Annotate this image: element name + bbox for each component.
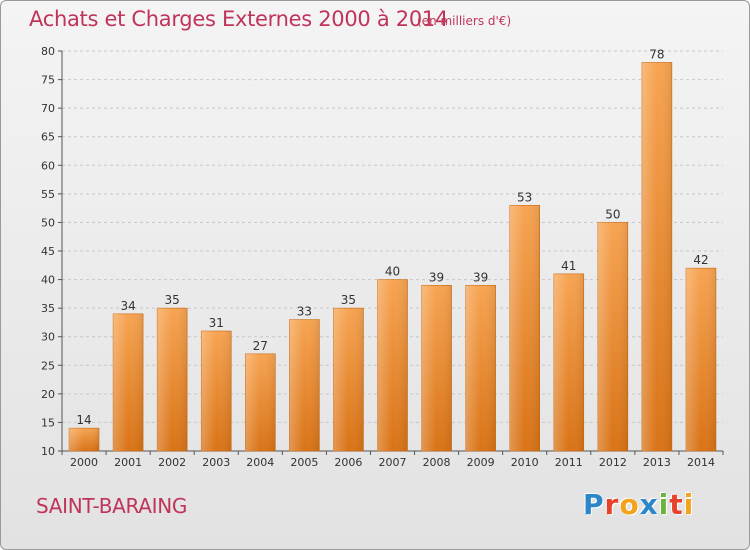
x-tick-label-2000: 2000: [70, 456, 98, 469]
logo-letter: i: [683, 488, 695, 521]
data-label-2006: 35: [341, 293, 356, 307]
logo-letter: r: [604, 488, 620, 521]
commune-name: SAINT-BARAING: [36, 494, 188, 518]
x-tick-label-2014: 2014: [687, 456, 715, 469]
y-tick-label: 20: [41, 388, 55, 401]
data-label-2004: 27: [253, 339, 268, 353]
bar-sheen: [465, 285, 496, 451]
bar-sheen: [685, 268, 716, 451]
data-label-2005: 33: [297, 305, 312, 319]
x-tick-label-2010: 2010: [511, 456, 539, 469]
bar-sheen: [289, 319, 320, 451]
bar-sheen: [641, 62, 672, 452]
x-tick-label-2005: 2005: [290, 456, 318, 469]
y-tick-label: 30: [41, 331, 55, 344]
data-label-2011: 41: [561, 259, 576, 273]
data-label-2003: 31: [209, 316, 224, 330]
y-tick-label: 15: [41, 416, 55, 429]
chart-title: Achats et Charges Externes 2000 à 2014: [29, 7, 449, 31]
y-tick-label: 50: [41, 216, 55, 229]
y-tick-label: 35: [41, 302, 55, 315]
bar-sheen: [113, 313, 144, 451]
y-tick-label: 80: [41, 45, 55, 58]
logo-letter: t: [669, 488, 684, 521]
x-tick-label-2001: 2001: [114, 456, 142, 469]
y-tick-label: 65: [41, 131, 55, 144]
x-tick-label-2008: 2008: [423, 456, 451, 469]
bar-sheen: [333, 308, 364, 451]
x-tick-label-2003: 2003: [202, 456, 230, 469]
bar-sheen: [69, 428, 100, 451]
data-label-2002: 35: [165, 293, 180, 307]
bar-sheen: [597, 222, 628, 451]
data-label-2009: 39: [473, 270, 488, 284]
y-tick-label: 60: [41, 159, 55, 172]
bar-sheen: [421, 285, 452, 451]
logo-letter: i: [658, 488, 670, 521]
bars: [68, 62, 717, 452]
y-tick-label: 40: [41, 274, 55, 287]
x-tick-label-2006: 2006: [334, 456, 362, 469]
x-tick-label-2013: 2013: [643, 456, 671, 469]
y-tick-label: 75: [41, 74, 55, 87]
x-tick-label-2007: 2007: [379, 456, 407, 469]
y-tick-label: 70: [41, 102, 55, 115]
bar-sheen: [553, 273, 584, 451]
x-tick-label-2011: 2011: [555, 456, 583, 469]
x-tick-label-2009: 2009: [467, 456, 495, 469]
data-label-2014: 42: [693, 253, 708, 267]
data-label-2000: 14: [76, 413, 91, 427]
bar-sheen: [201, 331, 232, 451]
data-label-2007: 40: [385, 265, 400, 279]
x-tick-label-2004: 2004: [246, 456, 274, 469]
proxiti-logo: Proxiti: [583, 488, 694, 521]
logo-letter: P: [583, 488, 605, 521]
data-label-2013: 78: [649, 47, 664, 61]
x-tick-label-2002: 2002: [158, 456, 186, 469]
data-label-2010: 53: [517, 190, 532, 204]
bar-sheen: [509, 205, 540, 451]
data-label-2001: 34: [120, 299, 135, 313]
y-tick-label: 10: [41, 445, 55, 458]
bar-sheen: [245, 353, 276, 451]
y-tick-label: 25: [41, 359, 55, 372]
chart-subtitle: (en milliers d'€): [417, 14, 512, 28]
x-tick-label-2012: 2012: [599, 456, 627, 469]
logo-letter: x: [639, 488, 659, 521]
data-label-2008: 39: [429, 270, 444, 284]
bar-sheen: [157, 308, 188, 451]
y-tick-label: 55: [41, 188, 55, 201]
logo-letter: o: [619, 488, 640, 521]
y-tick-label: 45: [41, 245, 55, 258]
labels: 10 15 20 25 30 35 40 45 50 55 60 65 70 75 80 14 2000 34 20…: [41, 45, 715, 469]
data-label-2012: 50: [605, 207, 620, 221]
bar-sheen: [377, 279, 408, 451]
